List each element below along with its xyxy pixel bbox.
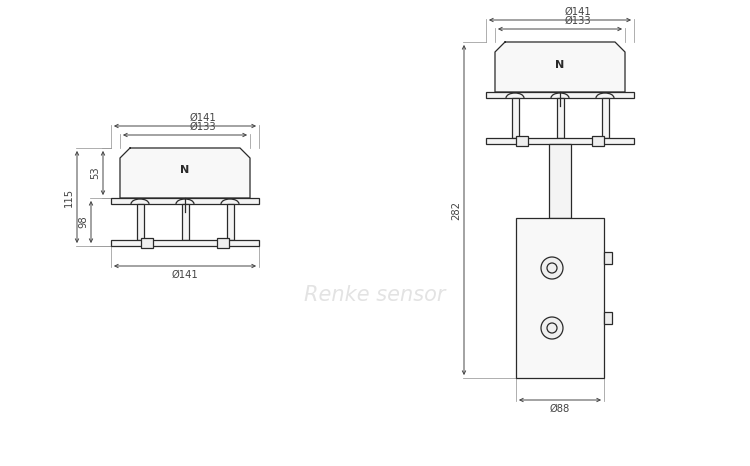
- Bar: [604, 312, 612, 324]
- Bar: [111, 198, 259, 204]
- Bar: [182, 204, 188, 240]
- Text: Ø88: Ø88: [550, 404, 570, 414]
- Text: Renke sensor: Renke sensor: [304, 285, 446, 305]
- Text: N: N: [555, 60, 565, 70]
- Bar: [549, 144, 571, 218]
- Bar: [592, 136, 604, 146]
- Bar: [486, 92, 634, 98]
- Text: Ø141: Ø141: [190, 113, 216, 123]
- Bar: [136, 204, 143, 240]
- Bar: [516, 136, 528, 146]
- Bar: [604, 252, 612, 264]
- Circle shape: [547, 323, 557, 333]
- Text: Ø141: Ø141: [172, 270, 198, 280]
- Bar: [516, 218, 604, 378]
- Text: 282: 282: [451, 200, 461, 219]
- Text: N: N: [180, 165, 190, 175]
- Circle shape: [541, 257, 563, 279]
- Text: 98: 98: [78, 216, 88, 228]
- Text: Ø133: Ø133: [565, 16, 591, 26]
- Bar: [486, 138, 634, 144]
- Bar: [111, 240, 259, 246]
- Circle shape: [547, 263, 557, 273]
- Text: Ø141: Ø141: [565, 7, 591, 17]
- Polygon shape: [120, 148, 250, 198]
- Circle shape: [541, 317, 563, 339]
- Text: 115: 115: [64, 187, 74, 206]
- Text: 53: 53: [90, 167, 100, 179]
- Bar: [217, 238, 229, 248]
- Text: Ø133: Ø133: [190, 122, 216, 132]
- Polygon shape: [495, 42, 625, 92]
- Bar: [602, 98, 608, 138]
- Bar: [556, 98, 563, 138]
- Bar: [226, 204, 233, 240]
- Bar: [512, 98, 518, 138]
- Bar: [141, 238, 153, 248]
